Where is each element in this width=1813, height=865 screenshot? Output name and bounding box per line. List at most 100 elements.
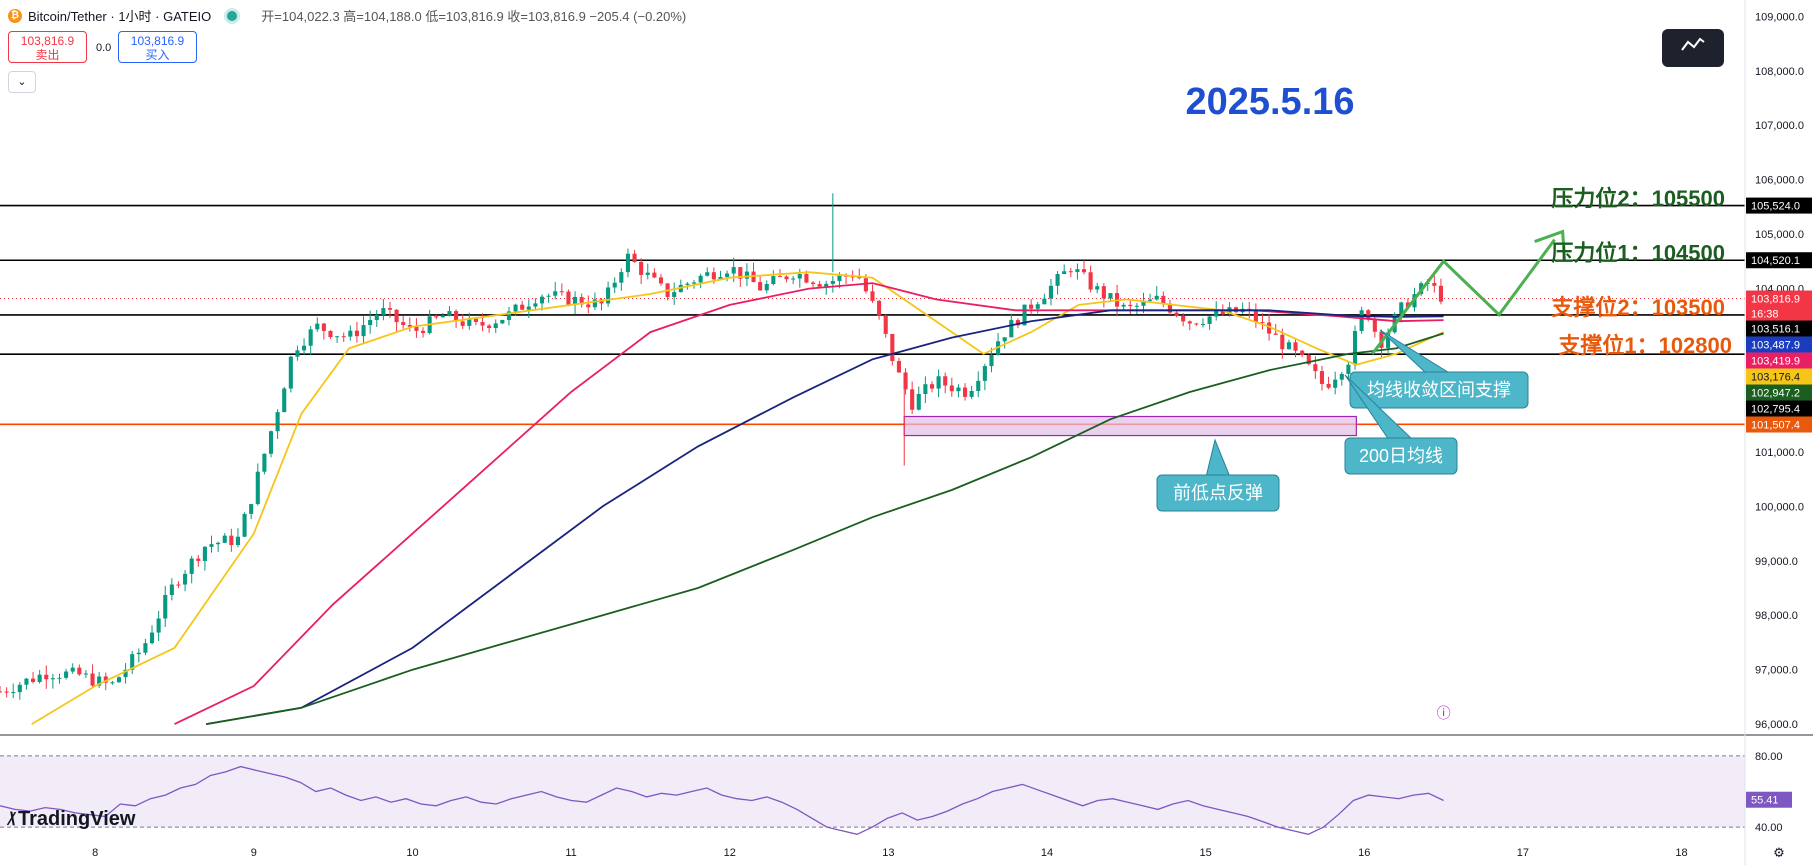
- candle-body: [903, 372, 908, 390]
- callout-box: [1344, 437, 1458, 475]
- price-badge: [1746, 384, 1812, 401]
- callout-label: 前低点反弹: [1173, 483, 1263, 503]
- rsi-line: [0, 765, 1444, 835]
- candle-body: [1042, 298, 1047, 305]
- candle-body: [222, 535, 227, 543]
- candle-body: [559, 291, 564, 293]
- candle-body: [1432, 282, 1437, 286]
- candle-body: [989, 354, 994, 367]
- price-tick-label: 106,000.0: [1755, 175, 1804, 187]
- time-tick-label: 8: [92, 847, 98, 859]
- candle-body: [1015, 320, 1020, 326]
- candle-body: [57, 677, 62, 679]
- callout-box: [1156, 474, 1280, 512]
- price-badge: [1746, 320, 1812, 337]
- chart-trend-icon[interactable]: [1662, 29, 1724, 67]
- moving-average-line: [206, 332, 1444, 725]
- candle-body: [1148, 299, 1153, 301]
- tradingview-logo[interactable]: ⁄\ TradingView: [10, 808, 135, 831]
- candle-body: [143, 643, 148, 653]
- price-tick-label: 107,000.0: [1755, 120, 1804, 132]
- candle-body: [936, 376, 941, 389]
- rsi-level-label: 40.00: [1755, 822, 1783, 834]
- candle-body: [949, 385, 954, 392]
- candle-body: [77, 667, 82, 675]
- candle-body: [513, 304, 518, 312]
- sell-button[interactable]: 103,816.9 卖出: [8, 31, 87, 63]
- candle-body: [163, 594, 168, 619]
- time-tick-label: 9: [251, 847, 257, 859]
- candle-body: [1009, 320, 1014, 338]
- candle-body: [460, 321, 465, 326]
- candle-body: [797, 274, 802, 279]
- candle-body: [315, 323, 320, 330]
- candle-body: [718, 276, 723, 280]
- time-tick-label: 15: [1200, 847, 1212, 859]
- candle-body: [777, 276, 783, 278]
- candle-body: [288, 356, 293, 389]
- price-tick-label: 105,000.0: [1755, 229, 1804, 241]
- moving-averages: [31, 271, 1444, 725]
- candle-body: [420, 330, 426, 334]
- candle-body: [1194, 323, 1199, 325]
- candle-body: [24, 678, 29, 685]
- candle-body: [731, 267, 736, 274]
- buy-button[interactable]: 103,816.9 买入: [118, 31, 197, 63]
- price-badge-label: 103,419.9: [1751, 356, 1800, 368]
- candle-body: [262, 453, 267, 472]
- symbol-title[interactable]: Bitcoin/Tether · 1小时 · GATEIO: [28, 9, 212, 24]
- candle-body: [0, 691, 3, 693]
- price-tick-label: 108,000.0: [1755, 66, 1804, 78]
- candle-body: [1035, 304, 1040, 309]
- time-tick-label: 17: [1517, 847, 1529, 859]
- candle-body: [70, 667, 75, 672]
- candle-body: [1134, 305, 1139, 307]
- candle-body: [348, 330, 353, 337]
- candle-body: [1260, 322, 1265, 324]
- candle-body: [943, 376, 948, 386]
- candle-body: [31, 678, 36, 682]
- candle-body: [1187, 321, 1192, 324]
- candle-body: [962, 387, 968, 397]
- candle-body: [1200, 323, 1206, 325]
- candle-body: [368, 319, 373, 326]
- candle-body: [1068, 271, 1073, 273]
- candle-body: [923, 384, 928, 394]
- candle-body: [1267, 322, 1272, 334]
- candle-body: [308, 329, 313, 346]
- chevron-down-icon[interactable]: ⌄: [8, 71, 36, 93]
- candle-body: [1399, 302, 1404, 315]
- rsi-background-band: [0, 755, 1745, 828]
- candle-body: [1333, 379, 1338, 388]
- candle-body: [183, 573, 188, 585]
- candle-body: [877, 300, 882, 316]
- level-badge: [1746, 197, 1812, 214]
- candle-body: [1029, 304, 1034, 309]
- candle-body: [804, 274, 809, 283]
- time-tick-label: 16: [1358, 847, 1370, 859]
- candle-body: [526, 306, 531, 310]
- candle-body: [83, 673, 88, 675]
- time-tick-label: 13: [882, 847, 894, 859]
- callout-label: 200日均线: [1359, 446, 1443, 466]
- candle-body: [506, 311, 512, 320]
- candle-body: [480, 321, 485, 326]
- candle-body: [341, 336, 346, 338]
- candle-body: [916, 393, 921, 410]
- candle-body: [1247, 308, 1252, 310]
- price-badge: [1746, 336, 1812, 353]
- candle-body: [500, 319, 505, 324]
- candle-body: [1101, 286, 1106, 299]
- candle-body: [586, 304, 591, 308]
- candle-body: [744, 271, 749, 279]
- sell-label: 卖出: [35, 48, 60, 62]
- moving-average-line: [31, 271, 1444, 725]
- candle-body: [302, 345, 307, 351]
- candle-body: [1313, 364, 1318, 372]
- candle-body: [235, 536, 241, 546]
- rsi-pane: 80.00 40.00 55.41: [0, 751, 1792, 835]
- price-badges: 103,816.9 16:38 103,516.1 103,487.9 103,419.…: [1746, 197, 1812, 433]
- candle-body: [810, 282, 816, 285]
- candle-body: [1405, 302, 1410, 308]
